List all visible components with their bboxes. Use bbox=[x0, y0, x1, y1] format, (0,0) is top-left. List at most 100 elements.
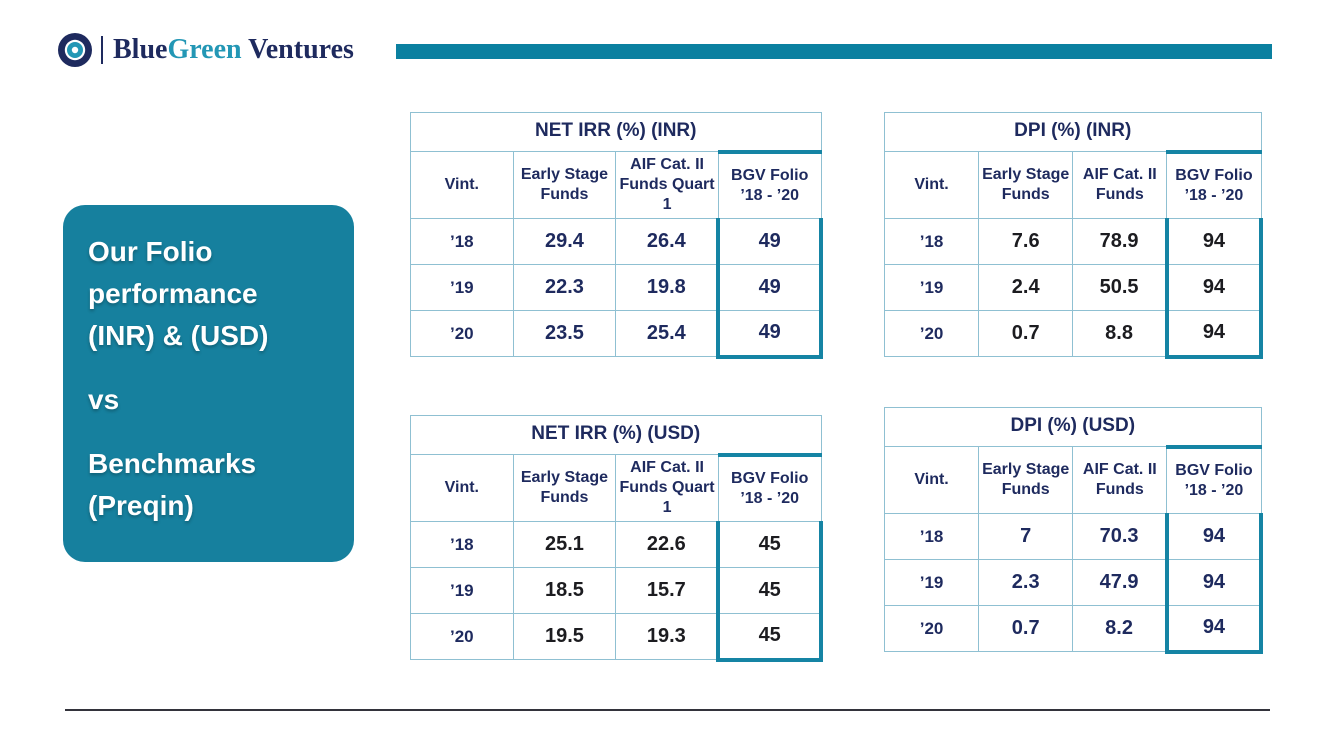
value-cell: 70.3 bbox=[1072, 513, 1168, 560]
dpi-inr-table: DPI (%) (INR) Vint. Early Stage Funds AIF C… bbox=[883, 112, 1264, 359]
value-cell: 8.2 bbox=[1072, 605, 1168, 652]
column-header: Early Stage Funds bbox=[512, 454, 617, 522]
table-row: ’19 22.3 19.8 49 bbox=[410, 264, 823, 311]
table-row: ’18 25.1 22.6 45 bbox=[410, 521, 823, 568]
value-cell: 22.3 bbox=[512, 264, 617, 311]
value-cell: 47.9 bbox=[1072, 559, 1168, 606]
slide-title-card: Our Folio performance (INR) & (USD) vs B… bbox=[63, 205, 354, 562]
brand-wordmark: BlueGreen Ventures bbox=[113, 30, 354, 70]
table-row: ’20 0.7 8.8 94 bbox=[883, 310, 1264, 359]
value-cell: 25.4 bbox=[615, 310, 719, 357]
footer-divider bbox=[65, 709, 1270, 711]
value-cell: 78.9 bbox=[1072, 218, 1168, 265]
table-title: NET IRR (%) (INR) bbox=[410, 112, 822, 152]
vintage-cell: ’19 bbox=[410, 567, 514, 614]
vintage-cell: ’18 bbox=[883, 218, 980, 265]
value-cell: 94 bbox=[1164, 559, 1264, 606]
column-header: Early Stage Funds bbox=[978, 446, 1074, 514]
column-header: Early Stage Funds bbox=[978, 151, 1074, 219]
column-header: AIF Cat. II Funds Quart 1 bbox=[615, 151, 719, 219]
table-row: ’20 23.5 25.4 49 bbox=[410, 310, 823, 359]
logo-divider bbox=[101, 36, 103, 64]
column-header: BGV Folio ’18 - ’20 bbox=[717, 452, 822, 522]
vintage-cell: ’18 bbox=[410, 218, 514, 265]
value-cell: 2.4 bbox=[978, 264, 1074, 311]
column-header: Vint. bbox=[883, 151, 980, 219]
value-cell: 7 bbox=[978, 513, 1074, 560]
benchmark-table: NET IRR (%) (USD) Vint. Early Stage Funds A… bbox=[410, 415, 823, 662]
value-cell: 49 bbox=[716, 310, 823, 359]
brand-word-ventures: Ventures bbox=[241, 34, 354, 65]
net-irr-usd-table: NET IRR (%) (USD) Vint. Early Stage Funds A… bbox=[410, 415, 823, 662]
column-header: BGV Folio ’18 - ’20 bbox=[1166, 444, 1262, 514]
benchmark-table: NET IRR (%) (INR) Vint. Early Stage Funds A… bbox=[410, 112, 823, 359]
benchmark-table: DPI (%) (INR) Vint. Early Stage Funds AIF C… bbox=[883, 112, 1264, 359]
title-line-benchmarks: Benchmarks (Preqin) bbox=[88, 448, 257, 521]
value-cell: 49 bbox=[716, 264, 823, 311]
value-cell: 29.4 bbox=[512, 218, 617, 265]
dpi-usd-table: DPI (%) (USD) Vint. Early Stage Funds AIF C… bbox=[883, 407, 1264, 654]
value-cell: 18.5 bbox=[512, 567, 617, 614]
value-cell: 94 bbox=[1164, 605, 1264, 654]
column-header: AIF Cat. II Funds Quart 1 bbox=[615, 454, 719, 522]
column-header: BGV Folio ’18 - ’20 bbox=[1166, 149, 1262, 219]
table-title: DPI (%) (INR) bbox=[884, 112, 1262, 152]
table-row: ’18 7.6 78.9 94 bbox=[883, 218, 1264, 265]
value-cell: 19.3 bbox=[615, 613, 719, 660]
table-row: ’18 29.4 26.4 49 bbox=[410, 218, 823, 265]
vintage-cell: ’20 bbox=[410, 613, 514, 660]
value-cell: 45 bbox=[716, 567, 823, 614]
table-row: ’20 19.5 19.3 45 bbox=[410, 613, 823, 662]
bullseye-logo-icon bbox=[58, 33, 92, 67]
value-cell: 19.5 bbox=[512, 613, 617, 660]
vintage-cell: ’19 bbox=[883, 559, 980, 606]
vintage-cell: ’18 bbox=[883, 513, 980, 560]
column-header: AIF Cat. II Funds bbox=[1072, 151, 1168, 219]
value-cell: 94 bbox=[1164, 513, 1264, 560]
title-line-vs: vs bbox=[88, 384, 120, 415]
vintage-cell: ’20 bbox=[883, 605, 980, 652]
value-cell: 22.6 bbox=[615, 521, 719, 568]
value-cell: 8.8 bbox=[1072, 310, 1168, 357]
value-cell: 0.7 bbox=[978, 310, 1074, 357]
table-row: ’18 7 70.3 94 bbox=[883, 513, 1264, 560]
value-cell: 45 bbox=[716, 613, 823, 662]
value-cell: 15.7 bbox=[615, 567, 719, 614]
vintage-cell: ’19 bbox=[410, 264, 514, 311]
title-line-performance: Our Folio performance (INR) & (USD) bbox=[88, 236, 269, 351]
vintage-cell: ’18 bbox=[410, 521, 514, 568]
header-accent-bar bbox=[396, 44, 1272, 59]
column-header: Early Stage Funds bbox=[512, 151, 617, 219]
table-title: NET IRR (%) (USD) bbox=[410, 415, 822, 455]
value-cell: 94 bbox=[1164, 264, 1264, 311]
value-cell: 7.6 bbox=[978, 218, 1074, 265]
column-header: AIF Cat. II Funds bbox=[1072, 446, 1168, 514]
value-cell: 94 bbox=[1164, 310, 1264, 359]
table-row: ’19 18.5 15.7 45 bbox=[410, 567, 823, 614]
column-header: Vint. bbox=[410, 454, 514, 522]
value-cell: 94 bbox=[1164, 218, 1264, 265]
benchmark-table: DPI (%) (USD) Vint. Early Stage Funds AIF C… bbox=[883, 407, 1264, 654]
vintage-cell: ’19 bbox=[883, 264, 980, 311]
table-row: ’19 2.4 50.5 94 bbox=[883, 264, 1264, 311]
value-cell: 50.5 bbox=[1072, 264, 1168, 311]
net-irr-inr-table: NET IRR (%) (INR) Vint. Early Stage Funds A… bbox=[410, 112, 823, 359]
table-row: ’20 0.7 8.2 94 bbox=[883, 605, 1264, 654]
brand-word-blue: Blue bbox=[113, 34, 168, 65]
column-header: BGV Folio ’18 - ’20 bbox=[717, 149, 822, 219]
value-cell: 2.3 bbox=[978, 559, 1074, 606]
value-cell: 26.4 bbox=[615, 218, 719, 265]
value-cell: 49 bbox=[716, 218, 823, 265]
value-cell: 45 bbox=[716, 521, 823, 568]
column-header: Vint. bbox=[883, 446, 980, 514]
vintage-cell: ’20 bbox=[883, 310, 980, 357]
value-cell: 0.7 bbox=[978, 605, 1074, 652]
value-cell: 23.5 bbox=[512, 310, 617, 357]
column-header: Vint. bbox=[410, 151, 514, 219]
table-title: DPI (%) (USD) bbox=[884, 407, 1262, 447]
vintage-cell: ’20 bbox=[410, 310, 514, 357]
value-cell: 19.8 bbox=[615, 264, 719, 311]
table-row: ’19 2.3 47.9 94 bbox=[883, 559, 1264, 606]
brand-word-green: Green bbox=[167, 34, 242, 65]
